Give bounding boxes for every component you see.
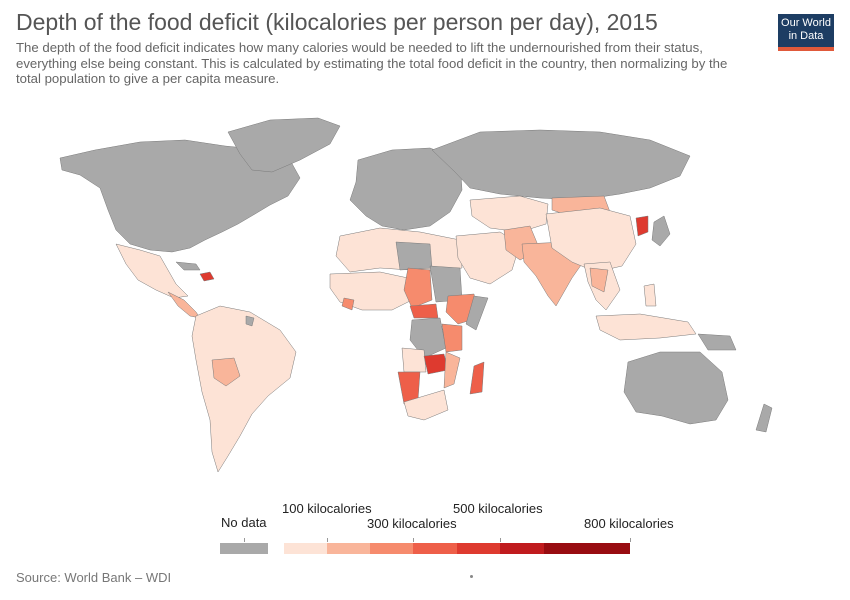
country-drc[interactable] (409, 317, 447, 359)
legend-tick-800 (630, 538, 631, 542)
world-map (59, 117, 773, 473)
logo-line-2: in Data (788, 29, 824, 42)
legend-bin-6[interactable] (544, 543, 630, 554)
source-credit[interactable]: Source: World Bank – WDI (16, 570, 172, 585)
legend-label-500: 500 kilocalories (453, 501, 543, 516)
country-angola[interactable] (401, 347, 427, 373)
country-mexico[interactable] (115, 243, 189, 299)
country-zambia[interactable] (423, 353, 449, 375)
legend-bin-1[interactable] (327, 543, 370, 554)
region-russia[interactable] (431, 129, 691, 201)
country-china[interactable] (545, 207, 637, 273)
country-tanzania[interactable] (441, 323, 463, 353)
legend-tick-500 (500, 538, 501, 542)
country-car[interactable] (409, 303, 439, 319)
legend-bin-4[interactable] (457, 543, 500, 554)
country-papua-new-guinea[interactable] (697, 333, 737, 351)
country-myanmar-laos[interactable] (589, 267, 609, 293)
country-liberia[interactable] (341, 297, 355, 311)
legend-tick-100 (327, 538, 328, 542)
owid-logo[interactable]: Our World in Data (778, 14, 834, 51)
region-europe[interactable] (349, 147, 463, 231)
region-north-america[interactable] (59, 139, 301, 253)
legend-bin-5[interactable] (500, 543, 544, 554)
region-greenland[interactable] (227, 117, 341, 173)
country-cuba[interactable] (175, 261, 201, 271)
logo-accent-bar (778, 47, 834, 51)
legend-label-800: 800 kilocalories (584, 516, 674, 531)
country-bolivia[interactable] (211, 357, 241, 387)
country-new-zealand[interactable] (755, 403, 773, 433)
legend-no-data-label: No data (221, 515, 267, 530)
legend-tick-300 (413, 538, 414, 542)
country-north-korea[interactable] (635, 215, 649, 237)
timeline-dot (470, 575, 473, 578)
country-haiti[interactable] (199, 271, 215, 282)
legend-label-100: 100 kilocalories (282, 501, 372, 516)
country-australia[interactable] (623, 351, 729, 425)
region-central-asia[interactable] (469, 195, 549, 233)
country-philippines[interactable] (643, 283, 657, 307)
chart-title: Depth of the food deficit (kilocalories … (16, 9, 658, 35)
country-south-africa[interactable] (403, 389, 449, 421)
region-south-america[interactable] (191, 305, 297, 473)
legend-no-data-swatch[interactable] (220, 543, 268, 554)
legend-bin-0[interactable] (284, 543, 327, 554)
region-middle-east[interactable] (455, 231, 521, 285)
logo-line-1: Our World (781, 17, 831, 29)
legend-bin-2[interactable] (370, 543, 413, 554)
legend-label-300: 300 kilocalories (367, 516, 457, 531)
legend-bin-3[interactable] (413, 543, 457, 554)
country-libya[interactable] (395, 241, 433, 271)
country-french-guiana[interactable] (245, 315, 255, 327)
country-japan[interactable] (651, 215, 671, 247)
country-chad[interactable] (403, 267, 433, 309)
country-somalia[interactable] (465, 295, 489, 331)
country-madagascar[interactable] (469, 361, 485, 395)
chart-subtitle: The depth of the food deficit indicates … (16, 40, 728, 86)
country-mozambique[interactable] (443, 351, 461, 389)
country-indonesia[interactable] (595, 313, 697, 341)
legend-tick-no-data (244, 538, 245, 542)
